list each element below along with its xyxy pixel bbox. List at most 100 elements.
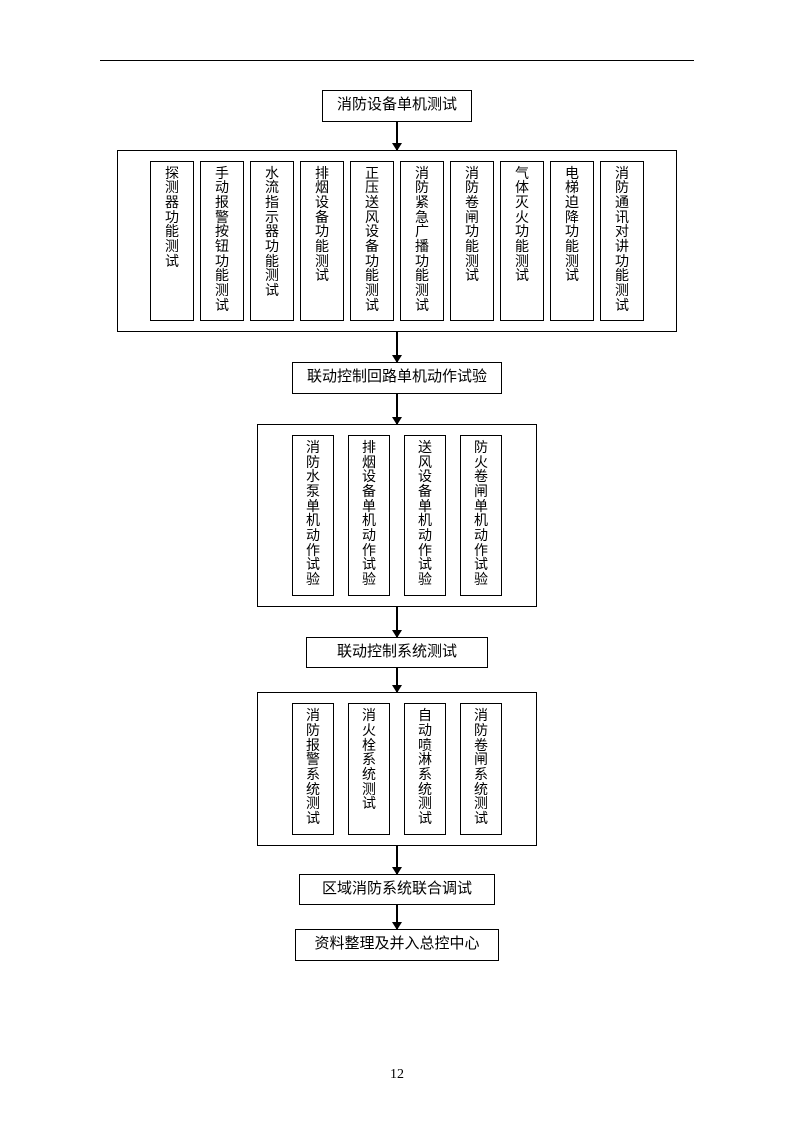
arrow <box>396 846 398 874</box>
cell-char: 警 <box>306 754 320 769</box>
cell-char: 探 <box>165 168 179 183</box>
arrow-head-icon <box>392 355 402 363</box>
cell-char: 试 <box>306 559 320 574</box>
arrow-head-icon <box>392 867 402 875</box>
vertical-cell: 自动喷淋系统测试 <box>404 703 446 835</box>
cell-char: 送 <box>365 197 379 212</box>
arrow-head-icon <box>392 685 402 693</box>
flowchart-container: 消防设备单机测试 探测器功能测试手动报警按钮功能测试水流指示器功能测试排烟设备功… <box>0 90 794 961</box>
cell-char: 功 <box>565 226 579 241</box>
cell-char: 烟 <box>315 182 329 197</box>
cell-char: 验 <box>418 574 432 589</box>
cell-char: 动 <box>418 725 432 740</box>
cell-char: 动 <box>306 530 320 545</box>
cell-char: 示 <box>265 212 279 227</box>
arrow <box>396 394 398 424</box>
cell-char: 测 <box>615 285 629 300</box>
cell-char: 流 <box>265 182 279 197</box>
cell-char: 防 <box>474 725 488 740</box>
cell-char: 器 <box>165 197 179 212</box>
node-label: 联动控制回路单机动作试验 <box>307 369 487 385</box>
vertical-cell: 防火卷闸单机动作试验 <box>460 435 502 596</box>
cell-char: 机 <box>362 515 376 530</box>
cell-char: 功 <box>515 226 529 241</box>
cell-char: 系 <box>474 769 488 784</box>
cell-char: 能 <box>465 241 479 256</box>
arrow-head-icon <box>392 143 402 151</box>
cell-char: 对 <box>615 226 629 241</box>
group-single-action-tests: 消防水泵单机动作试验排烟设备单机动作试验送风设备单机动作试验防火卷闸单机动作试验 <box>257 424 537 607</box>
node-linkage-system-test: 联动控制系统测试 <box>306 637 488 669</box>
cell-char: 通 <box>615 197 629 212</box>
vertical-cell: 消防通讯对讲功能测试 <box>600 161 644 322</box>
cell-char: 统 <box>362 769 376 784</box>
cell-char: 设 <box>362 471 376 486</box>
cell-char: 测 <box>418 798 432 813</box>
arrow <box>396 122 398 150</box>
cell-char: 能 <box>515 241 529 256</box>
vertical-cell: 气体灭火功能测试 <box>500 161 544 322</box>
vertical-cell: 消防报警系统测试 <box>292 703 334 835</box>
cell-char: 体 <box>515 182 529 197</box>
cell-char: 验 <box>362 574 376 589</box>
cell-char: 试 <box>215 300 229 315</box>
cell-char: 能 <box>315 241 329 256</box>
cell-char: 按 <box>215 226 229 241</box>
vertical-cell: 消防紧急广播功能测试 <box>400 161 444 322</box>
cell-char: 测 <box>215 285 229 300</box>
vertical-cell: 消防水泵单机动作试验 <box>292 435 334 596</box>
cell-char: 能 <box>615 270 629 285</box>
cell-char: 试 <box>465 270 479 285</box>
cell-char: 防 <box>415 182 429 197</box>
cell-char: 备 <box>418 486 432 501</box>
vertical-cell: 正压送风设备功能测试 <box>350 161 394 322</box>
cell-char: 试 <box>165 256 179 271</box>
cell-char: 消 <box>306 710 320 725</box>
cell-char: 试 <box>362 798 376 813</box>
cell-char: 水 <box>306 471 320 486</box>
cell-char: 排 <box>315 168 329 183</box>
cell-char: 试 <box>615 300 629 315</box>
cell-char: 梯 <box>565 182 579 197</box>
cell-char: 功 <box>265 241 279 256</box>
vertical-cell: 消防卷闸系统测试 <box>460 703 502 835</box>
cell-char: 试 <box>418 813 432 828</box>
page-top-rule <box>100 60 694 61</box>
arrow <box>396 668 398 692</box>
cell-char: 防 <box>465 182 479 197</box>
cell-char: 能 <box>415 270 429 285</box>
cell-char: 试 <box>265 285 279 300</box>
cell-char: 闸 <box>474 486 488 501</box>
cell-char: 验 <box>306 574 320 589</box>
cell-char: 器 <box>265 226 279 241</box>
arrow-head-icon <box>392 417 402 425</box>
cell-char: 防 <box>306 725 320 740</box>
cell-char: 测 <box>165 241 179 256</box>
cell-char: 电 <box>565 168 579 183</box>
cell-char: 指 <box>265 197 279 212</box>
cell-char: 广 <box>415 226 429 241</box>
cell-char: 防 <box>474 442 488 457</box>
cell-char: 试 <box>565 270 579 285</box>
cell-char: 紧 <box>415 197 429 212</box>
cell-char: 系 <box>362 754 376 769</box>
vertical-cell: 消防卷闸功能测试 <box>450 161 494 322</box>
cell-char: 自 <box>418 710 432 725</box>
cell-char: 测 <box>306 798 320 813</box>
cell-char: 卷 <box>474 471 488 486</box>
node-fire-equipment-single-test: 消防设备单机测试 <box>322 90 472 122</box>
cell-char: 卷 <box>465 197 479 212</box>
cell-char: 手 <box>215 168 229 183</box>
vertical-cell: 探测器功能测试 <box>150 161 194 322</box>
cell-char: 机 <box>418 515 432 530</box>
cell-char: 机 <box>474 515 488 530</box>
vertical-cell: 消火栓系统测试 <box>348 703 390 835</box>
group-system-tests: 消防报警系统测试消火栓系统测试自动喷淋系统测试消防卷闸系统测试 <box>257 692 537 846</box>
vertical-cell: 手动报警按钮功能测试 <box>200 161 244 322</box>
cell-char: 送 <box>418 442 432 457</box>
cell-char: 正 <box>365 168 379 183</box>
cell-char: 功 <box>465 226 479 241</box>
cell-char: 消 <box>615 168 629 183</box>
cell-char: 测 <box>265 270 279 285</box>
cell-char: 系 <box>418 769 432 784</box>
